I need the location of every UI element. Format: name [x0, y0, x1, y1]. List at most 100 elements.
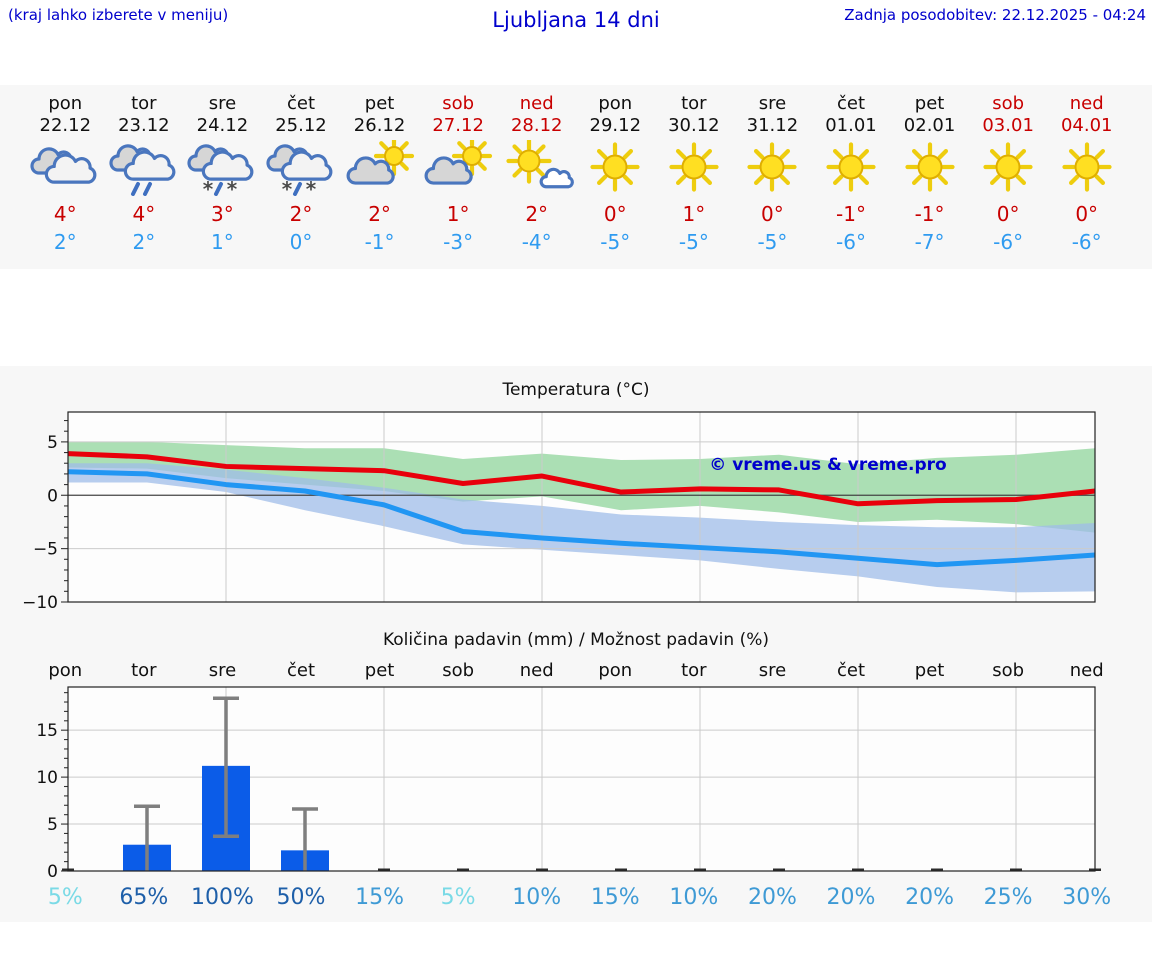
sunny-icon	[747, 142, 798, 192]
charts-section: Temperatura (°C) −10 −5 0 5 © vreme.us & vre…	[0, 366, 1152, 922]
day-name-label: čet	[286, 93, 315, 114]
day-high-temp: 2°	[289, 202, 313, 226]
day-date-label: 23.12	[118, 115, 170, 136]
temperature-chart-title: Temperatura (°C)	[502, 380, 650, 400]
day-name-label: ned	[519, 93, 554, 114]
precip-day-label: čet	[836, 660, 865, 681]
svg-text:*: *	[282, 177, 293, 196]
precip-probability: 20%	[747, 885, 797, 910]
temp-y-tick-label: 0	[47, 486, 58, 506]
watermark-link[interactable]: © vreme.us & vreme.pro	[709, 455, 946, 475]
sunny-icon	[826, 142, 876, 192]
day-low-temp: -5°	[600, 230, 631, 254]
sleet-icon: * *	[266, 144, 333, 196]
precip-y-tick-label: 5	[47, 815, 58, 835]
precip-day-label: sre	[758, 660, 787, 681]
day-cell: pet 26.12 2° -1°	[340, 93, 419, 255]
day-date-label: 30.12	[668, 115, 720, 136]
precip-day-label: ned	[519, 660, 554, 681]
day-cell: sob 27.12 1° -3°	[419, 93, 498, 255]
day-date-label: 31.12	[746, 115, 799, 136]
day-name-label: čet	[836, 93, 865, 114]
temp-max-line	[67, 451, 1096, 507]
day-name-label: sob	[442, 93, 475, 114]
precip-day-label: pon	[598, 660, 633, 681]
day-cell: čet 25.12 * * 2° 0°	[262, 93, 341, 255]
day-cell: čet 01.01 -1° -6°	[812, 93, 891, 255]
day-name-label: pon	[48, 93, 83, 114]
precip-probability: 5%	[440, 885, 476, 910]
precip-probability: 10%	[669, 885, 719, 910]
day-cell: pon 29.12 0° -5°	[576, 93, 655, 255]
day-date-label: 27.12	[432, 115, 484, 136]
precip-probability: 15%	[590, 885, 640, 910]
svg-text:*: *	[306, 177, 317, 196]
last-updated: Zadnja posodobitev: 22.12.2025 - 04:24	[844, 6, 1146, 24]
precip-day-label: tor	[131, 660, 157, 681]
precip-day-label: pon	[48, 660, 83, 681]
day-name-label: pet	[914, 93, 945, 114]
day-name-label: tor	[131, 93, 157, 114]
menu-hint: (kraj lahko izberete v meniju)	[8, 6, 229, 24]
sunny-icon	[669, 142, 719, 192]
day-high-temp: 0°	[603, 202, 627, 226]
day-high-temp: 0°	[996, 202, 1020, 226]
day-high-temp: 2°	[368, 202, 391, 226]
temp-min-line	[67, 469, 1096, 568]
sunny-icon	[904, 142, 955, 192]
day-low-temp: 0°	[289, 230, 313, 254]
temp-max-range-band	[68, 441, 1095, 533]
sunny-icon	[590, 142, 640, 192]
day-icon-wrap: * *	[183, 140, 262, 196]
day-date-label: 03.01	[982, 115, 1034, 136]
cloudy-icon	[30, 147, 97, 184]
precip-day-label: čet	[286, 660, 315, 681]
day-high-temp: 2°	[525, 202, 549, 226]
day-high-temp: 1°	[446, 202, 470, 226]
day-date-label: 22.12	[39, 115, 92, 136]
day-date-label: 29.12	[589, 115, 642, 136]
day-high-temp: 0°	[1075, 202, 1099, 226]
sunny-icon	[983, 142, 1033, 192]
day-cell: sob 03.01 0° -6°	[969, 93, 1048, 255]
precipitation-chart: 0 5 10 15	[36, 686, 1101, 881]
precip-probability: 15%	[355, 885, 405, 910]
precip-probability: 100%	[190, 885, 254, 910]
day-name-label: pet	[364, 93, 395, 114]
day-high-temp: 4°	[132, 202, 156, 226]
day-name-label: sre	[758, 93, 787, 114]
day-cell: tor 30.12 1° -5°	[655, 93, 734, 255]
day-icon-wrap	[576, 140, 655, 196]
precip-probability: 50%	[276, 885, 326, 910]
sunny-icon	[1062, 142, 1112, 192]
day-icon-wrap	[105, 140, 184, 196]
precip-probability: 20%	[905, 885, 955, 910]
temp-y-tick-label: −5	[33, 540, 58, 560]
precip-probability: 10%	[512, 885, 562, 910]
day-low-temp: -6°	[993, 230, 1024, 254]
rain-icon	[109, 144, 176, 196]
day-low-temp: -6°	[1071, 230, 1102, 254]
day-cell: sre 31.12 0° -5°	[733, 93, 812, 255]
day-icon-wrap	[890, 140, 969, 196]
day-low-temp: -7°	[914, 230, 945, 254]
day-icon-wrap: * *	[262, 140, 341, 196]
day-icon-wrap	[419, 140, 498, 196]
day-cell: pet 02.01 -1° -7°	[890, 93, 969, 255]
day-icon-wrap	[733, 140, 812, 196]
day-date-label: 26.12	[353, 115, 406, 136]
precip-probability: 25%	[983, 885, 1033, 910]
partly-sunny-icon	[424, 140, 493, 185]
day-date-label: 24.12	[196, 115, 249, 136]
day-low-temp: -5°	[678, 230, 709, 254]
mostly-sunny-icon	[506, 140, 574, 189]
precip-probability: 20%	[826, 885, 876, 910]
header-bar: (kraj lahko izberete v meniju) Ljubljana…	[0, 0, 1152, 85]
precip-day-label: sre	[208, 660, 237, 681]
weather-page: (kraj lahko izberete v meniju) Ljubljana…	[0, 0, 1152, 922]
day-name-label: tor	[681, 93, 707, 114]
day-low-temp: -5°	[757, 230, 788, 254]
day-high-temp: 4°	[53, 202, 77, 226]
day-name-label: sob	[992, 93, 1025, 114]
day-cell: pon 22.12 4° 2°	[26, 93, 105, 255]
